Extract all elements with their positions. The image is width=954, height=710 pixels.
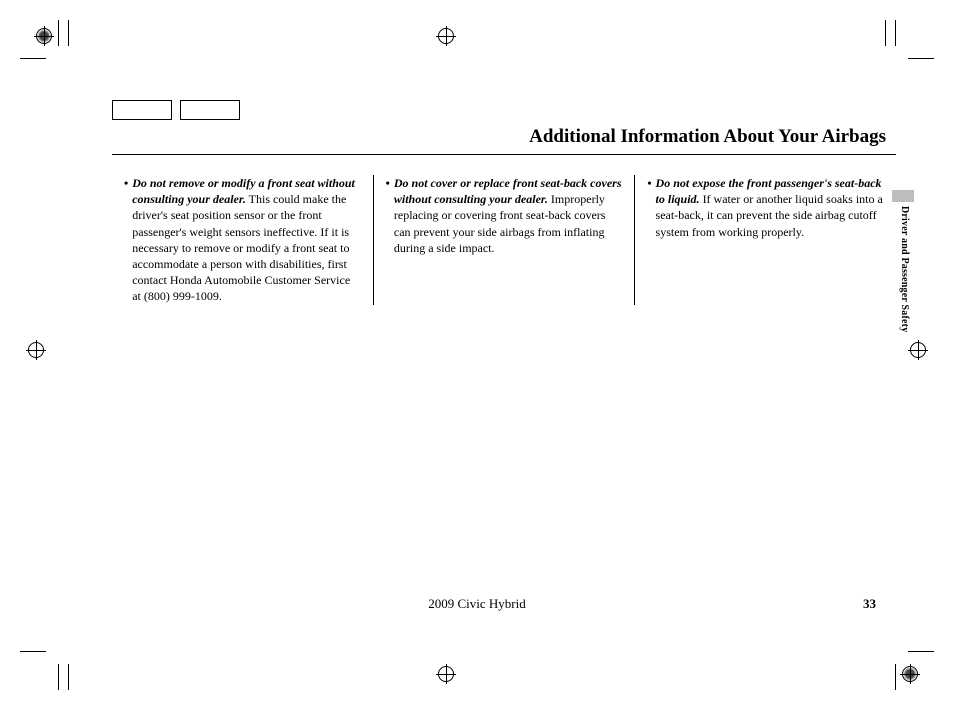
bullet-icon: • — [386, 175, 394, 256]
footer-model: 2009 Civic Hybrid — [0, 596, 954, 612]
page-title: Additional Information About Your Airbag… — [112, 126, 896, 148]
reg-mark-icon — [908, 340, 928, 360]
page-content: Additional Information About Your Airbag… — [112, 100, 896, 305]
reg-mark-icon — [26, 340, 46, 360]
reg-mark-icon — [436, 664, 456, 684]
column-2: • Do not cover or replace front seat-bac… — [373, 175, 635, 305]
bullet-item: • Do not cover or replace front seat-bac… — [386, 175, 623, 256]
bullet-item: • Do not expose the front passenger's se… — [647, 175, 884, 240]
bullet-icon: • — [647, 175, 655, 240]
section-tab — [892, 190, 914, 202]
bullet-item: • Do not remove or modify a front seat w… — [124, 175, 361, 305]
section-label: Driver and Passenger Safety — [899, 206, 910, 332]
reg-mark-icon — [900, 664, 920, 684]
title-rule — [112, 154, 896, 155]
reg-mark-icon — [34, 26, 54, 46]
column-1: • Do not remove or modify a front seat w… — [112, 175, 373, 305]
column-3: • Do not expose the front passenger's se… — [634, 175, 896, 305]
bullet-text: Do not cover or replace front seat-back … — [394, 175, 622, 256]
bullet-text: Do not expose the front passenger's seat… — [656, 175, 884, 240]
page-number: 33 — [863, 596, 876, 612]
bullet-rest: This could make the driver's seat positi… — [132, 192, 350, 303]
reg-mark-icon — [436, 26, 456, 46]
bullet-icon: • — [124, 175, 132, 305]
content-columns: • Do not remove or modify a front seat w… — [112, 175, 896, 305]
bullet-text: Do not remove or modify a front seat wit… — [132, 175, 360, 305]
